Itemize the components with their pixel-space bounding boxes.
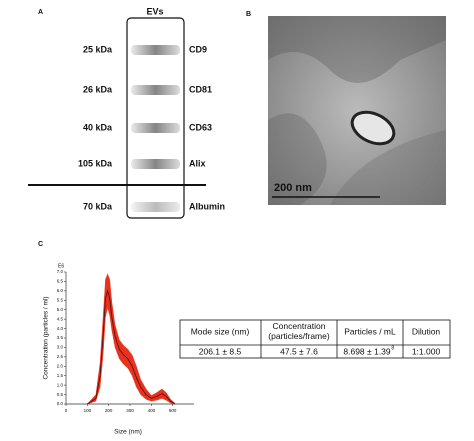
protein-name: Albumin <box>189 201 225 211</box>
table-exponent: 8 <box>391 345 394 351</box>
x-tick-label: 0 <box>65 408 68 413</box>
table-cell: 206.1 ± 8.5 <box>199 346 242 356</box>
tem-texture <box>330 130 446 205</box>
x-tick-label: 200 <box>105 408 113 413</box>
protein-name: Alix <box>189 158 206 168</box>
x-tick-label: 300 <box>126 408 134 413</box>
protein-name: CD63 <box>189 122 212 132</box>
y-tick-label: 0.0 <box>57 401 64 406</box>
table-header: Dilution <box>412 326 441 336</box>
header-line: Concentration <box>273 321 326 331</box>
table-header: Concentration (particles/frame) <box>268 321 330 341</box>
blot-frame <box>126 17 185 219</box>
band-size: 25 kDa <box>83 44 113 54</box>
panel-letter: A <box>38 9 43 16</box>
band-size: 40 kDa <box>83 122 113 132</box>
confidence-band <box>86 273 176 405</box>
protein-name: CD9 <box>189 44 207 54</box>
panel-letter: C <box>38 241 43 248</box>
y-tick-label: 6.5 <box>57 279 64 284</box>
table-cell: 1:1.000 <box>412 346 441 356</box>
y-tick-label: 4.5 <box>57 316 64 321</box>
scale-label: 200 nm <box>274 182 312 194</box>
y-tick-label: 3.5 <box>57 335 64 340</box>
band-size: 70 kDa <box>83 201 113 211</box>
y-tick-label: 5.5 <box>57 297 64 302</box>
y-tick-label: 2.0 <box>57 363 64 368</box>
table-header: Particles / mL <box>344 326 396 336</box>
panel-letter: B <box>246 11 251 18</box>
y-multiplier: E6 <box>58 263 64 269</box>
mean-line <box>87 289 176 405</box>
y-tick-label: 4.0 <box>57 326 64 331</box>
y-axis-label: Concentration (particles / ml) <box>43 296 50 379</box>
protein-name: CD81 <box>189 84 212 94</box>
band-size: 105 kDa <box>78 158 113 168</box>
column-header: EVs <box>146 6 163 16</box>
y-tick-label: 5.0 <box>57 307 64 312</box>
tem-texture <box>268 16 446 83</box>
x-axis-label: Size (nm) <box>114 429 142 436</box>
tem-texture <box>268 113 327 205</box>
blot-band <box>131 85 180 95</box>
band-size: 26 kDa <box>83 84 113 94</box>
y-tick-label: 0.5 <box>57 392 64 397</box>
blot-band <box>131 123 180 133</box>
vesicle <box>350 110 396 146</box>
tem-image <box>268 16 446 205</box>
table-header: Mode size (nm) <box>191 326 250 336</box>
y-tick-label: 1.5 <box>57 373 64 378</box>
blot-band <box>131 45 180 55</box>
y-tick-label: 6.0 <box>57 288 64 293</box>
blot-band <box>131 159 180 169</box>
blot-band <box>131 202 180 212</box>
table-cell: 8.698 ± 1.39 <box>343 346 390 356</box>
y-tick-label: 3.0 <box>57 345 64 350</box>
x-tick-label: 100 <box>84 408 92 413</box>
table-border <box>179 319 451 359</box>
header-line: (particles/frame) <box>268 331 330 341</box>
table <box>179 319 451 359</box>
y-tick-label: 2.5 <box>57 354 64 359</box>
x-tick-label: 500 <box>169 408 177 413</box>
table-cell: 47.5 ± 7.6 <box>280 346 318 356</box>
x-tick-label: 400 <box>148 408 156 413</box>
y-tick-label: 7.0 <box>57 269 64 274</box>
y-tick-label: 1.0 <box>57 382 64 387</box>
